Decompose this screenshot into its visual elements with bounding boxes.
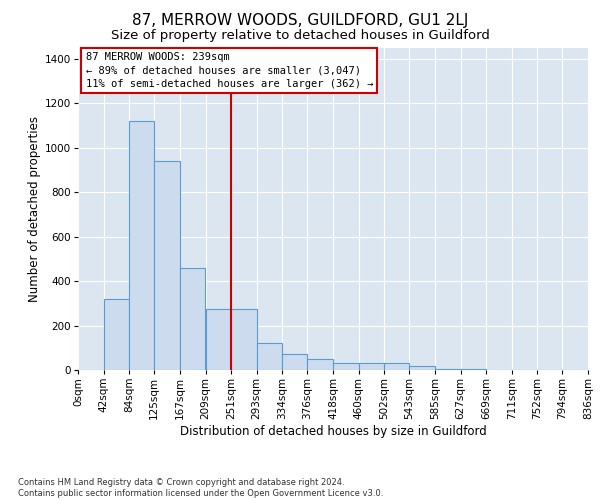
Bar	[409, 366, 435, 370]
Text: Size of property relative to detached houses in Guildford: Size of property relative to detached ho…	[110, 29, 490, 42]
Bar	[307, 359, 333, 370]
Text: 87 MERROW WOODS: 239sqm
← 89% of detached houses are smaller (3,047)
11% of semi: 87 MERROW WOODS: 239sqm ← 89% of detache…	[86, 52, 373, 88]
Bar	[129, 121, 154, 370]
Bar	[333, 364, 359, 370]
Bar	[154, 161, 180, 370]
Bar	[359, 364, 384, 370]
Bar	[461, 369, 486, 370]
Bar	[231, 309, 257, 370]
Bar	[384, 364, 409, 370]
Text: Contains HM Land Registry data © Crown copyright and database right 2024.
Contai: Contains HM Land Registry data © Crown c…	[18, 478, 383, 498]
Bar	[435, 369, 461, 370]
Text: 87, MERROW WOODS, GUILDFORD, GU1 2LJ: 87, MERROW WOODS, GUILDFORD, GU1 2LJ	[132, 12, 468, 28]
Y-axis label: Number of detached properties: Number of detached properties	[28, 116, 41, 302]
Bar	[104, 299, 129, 370]
X-axis label: Distribution of detached houses by size in Guildford: Distribution of detached houses by size …	[179, 424, 487, 438]
Bar	[180, 268, 205, 370]
Bar	[282, 354, 307, 370]
Bar	[257, 344, 282, 370]
Bar	[205, 309, 231, 370]
